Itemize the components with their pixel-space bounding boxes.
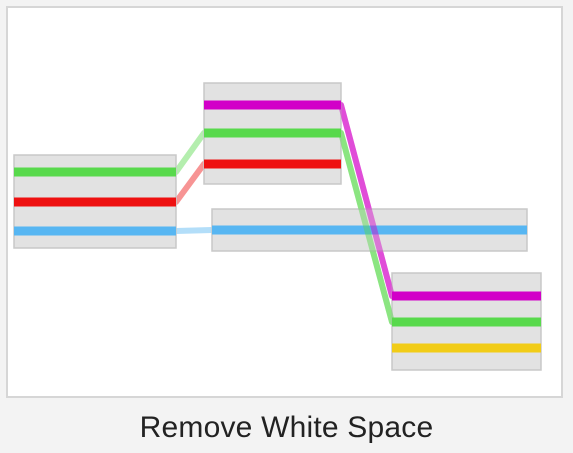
link-green-box-left-to-box-top-middle [173, 130, 207, 175]
crossing-link-green [338, 130, 395, 325]
box-top-middle-lane-green [204, 128, 341, 138]
lanes-layer [14, 100, 541, 353]
crossing-links-overlay [338, 102, 395, 325]
box-top-middle-lane-magenta [204, 100, 341, 110]
box-wide-middle-lane-blue [212, 225, 527, 235]
crossing-link-magenta [338, 102, 395, 299]
link-magenta-box-top-middle-to-box-bottom-right [338, 102, 395, 299]
box-bottom-right-lane-green [392, 317, 541, 327]
box-left-lane-green [14, 167, 176, 177]
box-bottom-right-lane-yellow [392, 343, 541, 353]
box-left-lane-blue [14, 226, 176, 236]
link-red-box-left-to-box-top-middle [173, 161, 207, 205]
diagram-caption: Remove White Space [139, 411, 434, 444]
flow-diagram [13, 82, 542, 371]
box-left-lane-red [14, 197, 176, 207]
link-blue-box-left-to-box-wide-middle [173, 227, 215, 234]
box-top-middle-lane-red [204, 159, 341, 169]
box-bottom-right-lane-magenta [392, 291, 541, 301]
